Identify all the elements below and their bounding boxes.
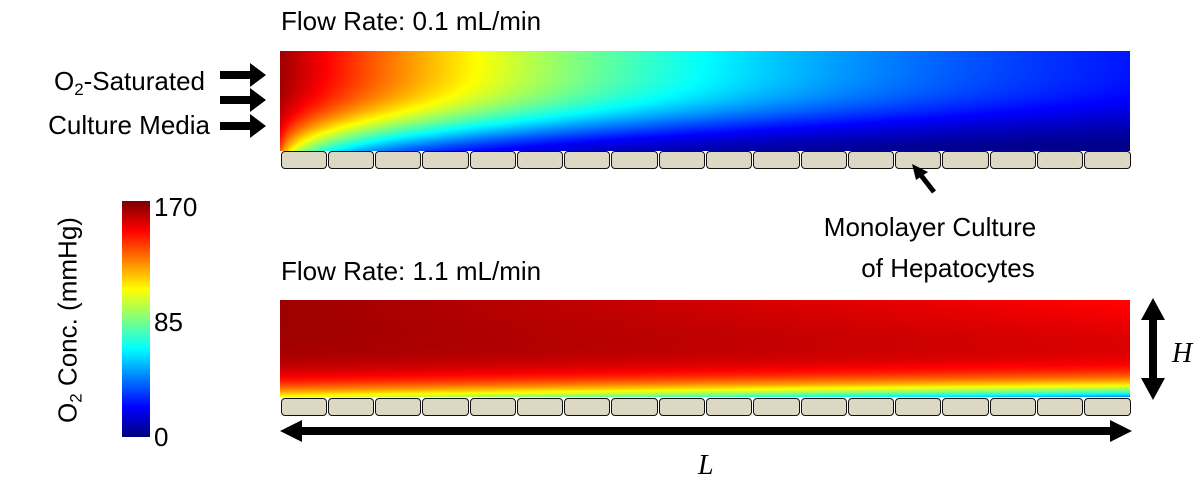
arrow-right-icon <box>220 88 266 112</box>
hepatocyte-cell <box>989 151 1036 169</box>
bottom-cell-monolayer <box>280 398 1131 416</box>
hepatocyte-cell <box>1084 398 1131 416</box>
hepatocyte-cell <box>375 398 422 416</box>
cell-label-line2: of Hepatocytes <box>861 253 1035 283</box>
hepatocyte-cell <box>280 398 327 416</box>
hepatocyte-cell <box>611 151 658 169</box>
arrow-right-icon <box>220 63 266 87</box>
hepatocyte-cell <box>989 398 1036 416</box>
inlet-label-sub: 2 <box>74 80 84 100</box>
hepatocyte-cell <box>942 398 989 416</box>
hepatocyte-cell <box>942 151 989 169</box>
arrow-right-icon <box>220 114 266 138</box>
hepatocyte-cell <box>516 398 564 416</box>
hepatocyte-cell <box>564 398 611 416</box>
cell-label-line1: Monolayer Culture <box>823 212 1037 242</box>
hepatocyte-cell <box>280 151 327 169</box>
hepatocyte-cell <box>1084 151 1131 169</box>
hepatocyte-cell <box>847 398 895 416</box>
colorbar-mid-label: 85 <box>154 307 183 337</box>
arrow-line <box>918 172 936 194</box>
top-panel-title: Flow Rate: 0.1 mL/min <box>281 6 542 36</box>
hepatocyte-cell <box>658 151 706 169</box>
inlet-label-o: O <box>53 66 75 96</box>
cell-pointer-arrow <box>912 164 936 194</box>
hepatocyte-cell <box>611 398 658 416</box>
inlet-arrows <box>220 63 266 138</box>
colorbar <box>122 201 150 437</box>
colorbar-max-label: 170 <box>154 192 198 222</box>
top-concentration-heatmap <box>280 51 1130 151</box>
hepatocyte-cell <box>1037 151 1084 169</box>
inlet-label-suffix: -Saturated <box>83 66 205 96</box>
double-arrow-horizontal-icon <box>280 420 1132 442</box>
hepatocyte-cell <box>516 151 564 169</box>
inlet-label-line2: Culture Media <box>48 110 210 140</box>
height-label: H <box>1172 338 1193 369</box>
hepatocyte-cell <box>1037 398 1084 416</box>
colorbar-min-label: 0 <box>154 422 169 452</box>
hepatocyte-cell <box>847 151 895 169</box>
hepatocyte-cell <box>327 151 375 169</box>
inlet-arrow-icons <box>220 63 266 138</box>
hepatocyte-cell <box>469 151 516 169</box>
arrow-head-icon <box>912 164 928 180</box>
hepatocyte-cell <box>658 398 706 416</box>
hepatocyte-cell <box>800 398 847 416</box>
colorbar-title-sub: 2 <box>66 393 86 403</box>
hepatocyte-cell <box>800 151 847 169</box>
height-arrow <box>1141 298 1165 400</box>
length-arrow <box>280 420 1132 442</box>
hepatocyte-cell <box>564 151 611 169</box>
hepatocyte-cell <box>753 151 800 169</box>
hepatocyte-cell <box>706 151 753 169</box>
colorbar-title-o: O <box>52 402 83 423</box>
colorbar-title: O2 Conc. (mmHg) <box>52 217 86 423</box>
bottom-panel-title: Flow Rate: 1.1 mL/min <box>281 256 542 286</box>
hepatocyte-cell <box>753 398 800 416</box>
inlet-label-line1: O2-Saturated <box>54 68 205 99</box>
length-label: L <box>698 450 714 481</box>
bottom-concentration-heatmap <box>280 300 1130 397</box>
top-cell-monolayer <box>280 151 1131 169</box>
hepatocyte-cell <box>895 398 942 416</box>
hepatocyte-cell <box>375 151 422 169</box>
colorbar-title-suffix: Conc. (mmHg) <box>52 217 83 394</box>
hepatocyte-cell <box>327 398 375 416</box>
hepatocyte-cell <box>706 398 753 416</box>
hepatocyte-cell <box>469 398 516 416</box>
hepatocyte-cell <box>422 398 469 416</box>
hepatocyte-cell <box>422 151 469 169</box>
double-arrow-vertical-icon <box>1141 298 1165 400</box>
